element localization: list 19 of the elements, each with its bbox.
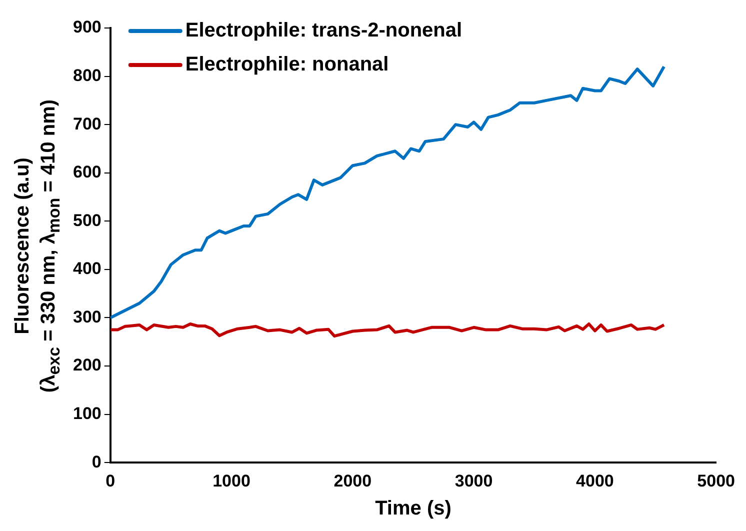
legend-label: Electrophile: nonanal [185,54,389,76]
x-tick-label: 0 [106,471,116,490]
x-tick-label: 3000 [454,471,493,490]
y-tick-label: 200 [72,356,102,375]
y-tick-label: 100 [72,404,102,423]
y-tick-label: 500 [72,210,102,230]
x-tick-label: 5000 [697,471,736,490]
y-tick-label: 0 [92,452,102,472]
x-tick-label: 1000 [212,471,250,490]
legend-label: Electrophile: trans-2-nonenal [185,20,462,42]
x-axis-title: Time (s) [375,498,452,520]
y-tick-label: 800 [72,66,102,85]
y-tick-label: 600 [72,162,102,182]
y-tick-label: 900 [72,18,102,37]
x-tick-label: 2000 [334,471,372,490]
y-tick-label: 700 [72,114,102,134]
x-tick-label: 4000 [576,471,614,490]
y-tick-label: 400 [72,259,102,278]
y-tick-label: 300 [72,307,102,326]
